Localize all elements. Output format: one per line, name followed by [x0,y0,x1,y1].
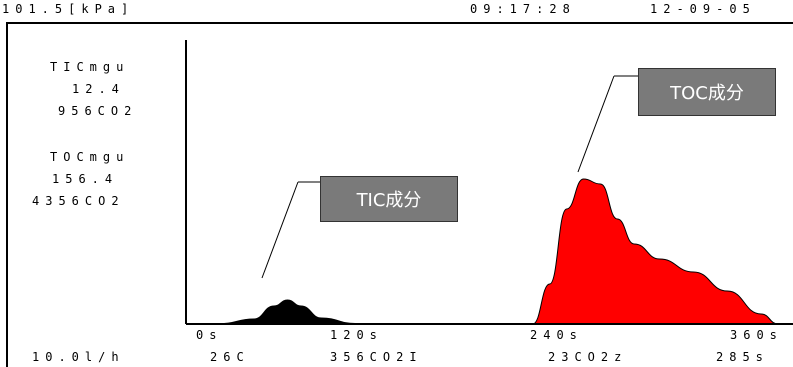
footer-field-4: 285s [716,350,769,364]
flow-readout: 10.0l/h [32,350,125,364]
tic-callout-leader [261,181,299,279]
clock-readout: 09:17:28 [470,2,576,16]
footer-field-1: 26C [210,350,250,364]
tic-peak-area [185,299,390,325]
display-frame [6,22,793,367]
toc-callout-leader [577,75,615,173]
footer-field-3: 23CO2z [548,350,628,364]
x-tick-240s: 240s [530,328,583,342]
x-tick-120s: 120s [330,328,383,342]
tic-component-callout: TIC成分 [320,176,458,222]
tic-co2: 956CO2 [58,104,138,118]
pressure-readout: 101.5[kPa] [2,2,135,16]
date-readout: 12-09-05 [650,2,756,16]
x-tick-0s: 0s [196,328,223,342]
toc-label: TOCmgu [50,150,130,164]
footer-field-2: 356CO2I [330,350,423,364]
toc-value: 156.4 [52,172,119,186]
toc-component-callout: TOC成分 [638,68,776,116]
toc-peak-area [532,178,779,325]
toc-co2: 4356CO2 [32,194,125,208]
x-tick-360s: 360s [730,328,783,342]
tic-value: 12.4 [72,82,125,96]
tic-label: TICmgu [50,60,130,74]
